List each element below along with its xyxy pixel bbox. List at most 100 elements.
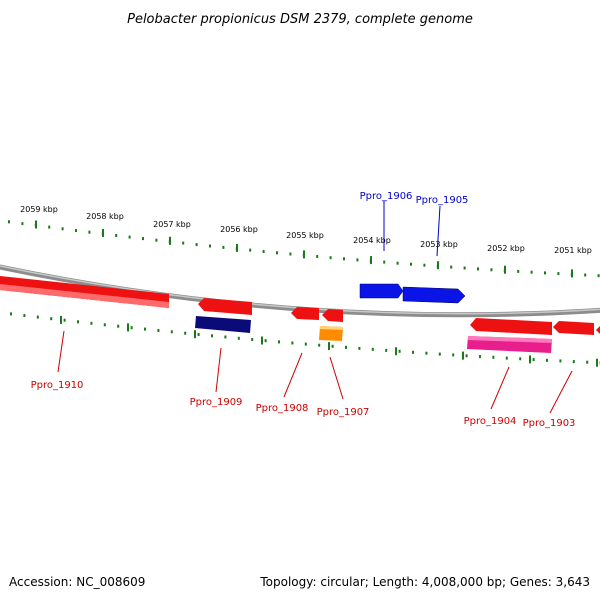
gene-label-ppro-1903[interactable]: Ppro_1903 <box>523 418 576 429</box>
major-tick <box>462 351 464 360</box>
scale-label: 2054 kbp <box>353 236 391 245</box>
gene-ppro-1907[interactable] <box>319 326 343 341</box>
gene-label-ppro-1907[interactable]: Ppro_1907 <box>317 407 370 418</box>
minor-tick <box>559 359 562 363</box>
minor-tick <box>597 274 600 278</box>
scale-label: 2053 kbp <box>420 240 458 249</box>
minor-tick <box>278 340 280 344</box>
minor-tick <box>103 323 106 327</box>
major-tick <box>437 261 439 270</box>
gene-ppro-1903[interactable] <box>553 321 594 335</box>
minor-tick <box>398 349 401 353</box>
gene-features <box>0 276 600 353</box>
minor-tick <box>182 241 185 245</box>
minor-tick <box>128 235 131 239</box>
scale-label: 2057 kbp <box>153 220 191 229</box>
minor-tick <box>465 354 468 358</box>
scale-label: 2056 kbp <box>220 225 258 234</box>
gene-label-ppro-1909[interactable]: Ppro_1909 <box>190 397 243 408</box>
minor-tick <box>331 344 334 348</box>
gene-ppro-1909[interactable] <box>195 316 251 333</box>
minor-tick <box>329 256 332 260</box>
minor-tick <box>142 237 144 241</box>
scale-labels: 2059 kbp 2058 kbp 2057 kbp 2056 kbp 2055 kbp… <box>20 205 592 255</box>
major-tick <box>102 229 104 237</box>
minor-tick <box>304 342 307 346</box>
minor-tick <box>36 315 39 319</box>
major-tick <box>236 243 238 252</box>
minor-tick <box>505 356 508 360</box>
minor-tick <box>224 335 227 339</box>
leader-ppro-1910 <box>57 330 65 373</box>
gene-ppro-1905[interactable] <box>402 286 466 304</box>
minor-tick <box>291 341 294 345</box>
minor-tick <box>345 345 347 349</box>
minor-tick <box>144 327 146 331</box>
minor-tick <box>318 343 321 347</box>
minor-tick <box>572 360 575 364</box>
minor-tick <box>452 353 455 357</box>
lower-tick-track <box>10 312 600 367</box>
gene-ppro-1909-upper[interactable] <box>198 298 252 315</box>
minor-tick <box>438 352 441 356</box>
leader-ppro-1905 <box>436 205 441 257</box>
minor-tick <box>463 266 466 270</box>
gene-label-ppro-1910[interactable]: Ppro_1910 <box>31 380 84 391</box>
minor-tick <box>209 244 211 248</box>
minor-tick <box>155 238 158 242</box>
gene-ppro-1904-shade <box>468 336 552 343</box>
gene-ppro-1904-upper[interactable] <box>470 318 552 335</box>
scale-label: 2051 kbp <box>554 246 592 255</box>
minor-tick <box>343 257 345 261</box>
major-tick <box>194 330 196 339</box>
minor-tick <box>130 326 133 330</box>
minor-tick <box>450 265 453 269</box>
minor-tick <box>519 357 522 361</box>
minor-tick <box>8 220 10 224</box>
gene-label-ppro-1908[interactable]: Ppro_1908 <box>256 403 309 414</box>
scale-label: 2055 kbp <box>286 231 324 240</box>
major-tick <box>35 220 37 229</box>
minor-tick <box>584 273 587 277</box>
minor-tick <box>115 234 118 237</box>
minor-tick <box>356 258 359 262</box>
major-tick <box>169 236 171 245</box>
scale-label: 2052 kbp <box>487 244 525 253</box>
genome-summary-text: Topology: circular; Length: 4,008,000 bp… <box>259 575 590 589</box>
map-title: Pelobacter propionicus DSM 2379, complet… <box>127 12 473 27</box>
minor-tick <box>586 360 589 364</box>
minor-tick <box>23 314 26 317</box>
minor-tick <box>557 272 560 276</box>
gene-label-ppro-1906[interactable]: Ppro_1906 <box>360 191 413 202</box>
minor-tick <box>249 248 252 252</box>
minor-tick <box>61 227 64 231</box>
major-tick <box>127 323 129 332</box>
major-tick <box>303 250 305 259</box>
minor-tick <box>546 358 548 362</box>
minor-tick <box>21 222 24 226</box>
minor-tick <box>90 321 93 325</box>
minor-tick <box>195 243 198 247</box>
minor-tick <box>371 347 374 351</box>
gene-ppro-1910-shade <box>0 284 169 308</box>
gene-label-ppro-1904[interactable]: Ppro_1904 <box>464 416 517 427</box>
minor-tick <box>544 271 546 275</box>
minor-tick <box>490 268 493 272</box>
minor-tick <box>75 229 77 232</box>
gene-ppro-1908[interactable] <box>291 307 319 320</box>
scale-label: 2058 kbp <box>86 212 124 221</box>
minor-tick <box>264 339 267 343</box>
minor-tick <box>289 252 292 256</box>
minor-tick <box>251 338 254 341</box>
accession-text: Accession: NC_008609 <box>9 575 145 589</box>
gene-partial-right[interactable] <box>596 324 600 336</box>
gene-ppro-1908b[interactable] <box>322 309 343 322</box>
minor-tick <box>48 225 51 229</box>
minor-tick <box>316 255 319 258</box>
minor-tick <box>396 261 399 265</box>
major-tick <box>370 256 372 265</box>
gene-ppro-1906[interactable] <box>359 283 404 299</box>
major-tick <box>504 265 506 274</box>
gene-label-ppro-1905[interactable]: Ppro_1905 <box>416 195 469 206</box>
